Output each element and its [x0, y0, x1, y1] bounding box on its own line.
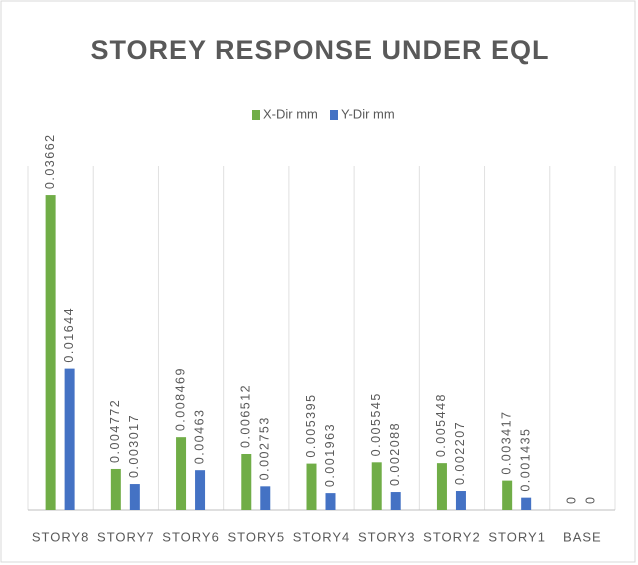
legend-swatch — [330, 110, 338, 120]
x-tick-label: STORY5 — [228, 529, 286, 544]
data-label: 0.006512 — [239, 384, 253, 448]
bar — [176, 437, 187, 510]
data-label: 0.00463 — [192, 408, 206, 464]
bar — [260, 486, 271, 510]
data-label: 0.003017 — [127, 414, 141, 478]
legend-label: X-Dir mm — [263, 106, 318, 121]
data-label: 0.002088 — [388, 422, 402, 486]
bar — [306, 463, 317, 510]
data-label: 0.005395 — [304, 393, 318, 457]
data-label: 0.004772 — [108, 399, 122, 463]
legend-label: Y-Dir mm — [341, 106, 395, 121]
x-tick-label: STORY6 — [162, 529, 220, 544]
x-tick-label: STORY2 — [423, 529, 481, 544]
x-tick-label: STORY1 — [488, 529, 546, 544]
bar — [64, 368, 75, 510]
bar — [436, 463, 447, 510]
x-tick-label: STORY7 — [97, 529, 155, 544]
bar — [390, 492, 401, 510]
bar — [371, 462, 382, 510]
data-label: 0.001963 — [323, 423, 337, 487]
data-label: 0.001435 — [518, 428, 532, 492]
chart-title: STOREY RESPONSE UNDER EQL — [90, 35, 549, 65]
bar — [129, 484, 140, 510]
data-label: 0.005545 — [369, 392, 383, 456]
x-tick-label: STORY3 — [358, 529, 416, 544]
data-label: 0 — [584, 496, 598, 504]
data-label: 0.003417 — [499, 410, 513, 474]
data-label: 0.002753 — [258, 416, 272, 480]
data-label: 0.002207 — [453, 421, 467, 485]
bar — [45, 195, 56, 510]
x-tick-label: BASE — [563, 529, 602, 544]
x-tick-label: STORY4 — [293, 529, 351, 544]
bar — [502, 480, 513, 510]
bar — [195, 470, 206, 510]
bar — [110, 468, 121, 510]
bar — [241, 453, 252, 510]
legend-swatch — [252, 110, 260, 120]
data-label: 0.03662 — [43, 133, 57, 189]
bar — [325, 493, 336, 510]
data-label: 0 — [565, 496, 579, 504]
data-label: 0.01644 — [62, 307, 76, 363]
data-label: 0.005448 — [434, 393, 448, 457]
data-label: 0.008469 — [173, 367, 187, 431]
bar — [455, 491, 466, 510]
bar — [521, 497, 532, 510]
x-tick-label: STORY8 — [32, 529, 90, 544]
